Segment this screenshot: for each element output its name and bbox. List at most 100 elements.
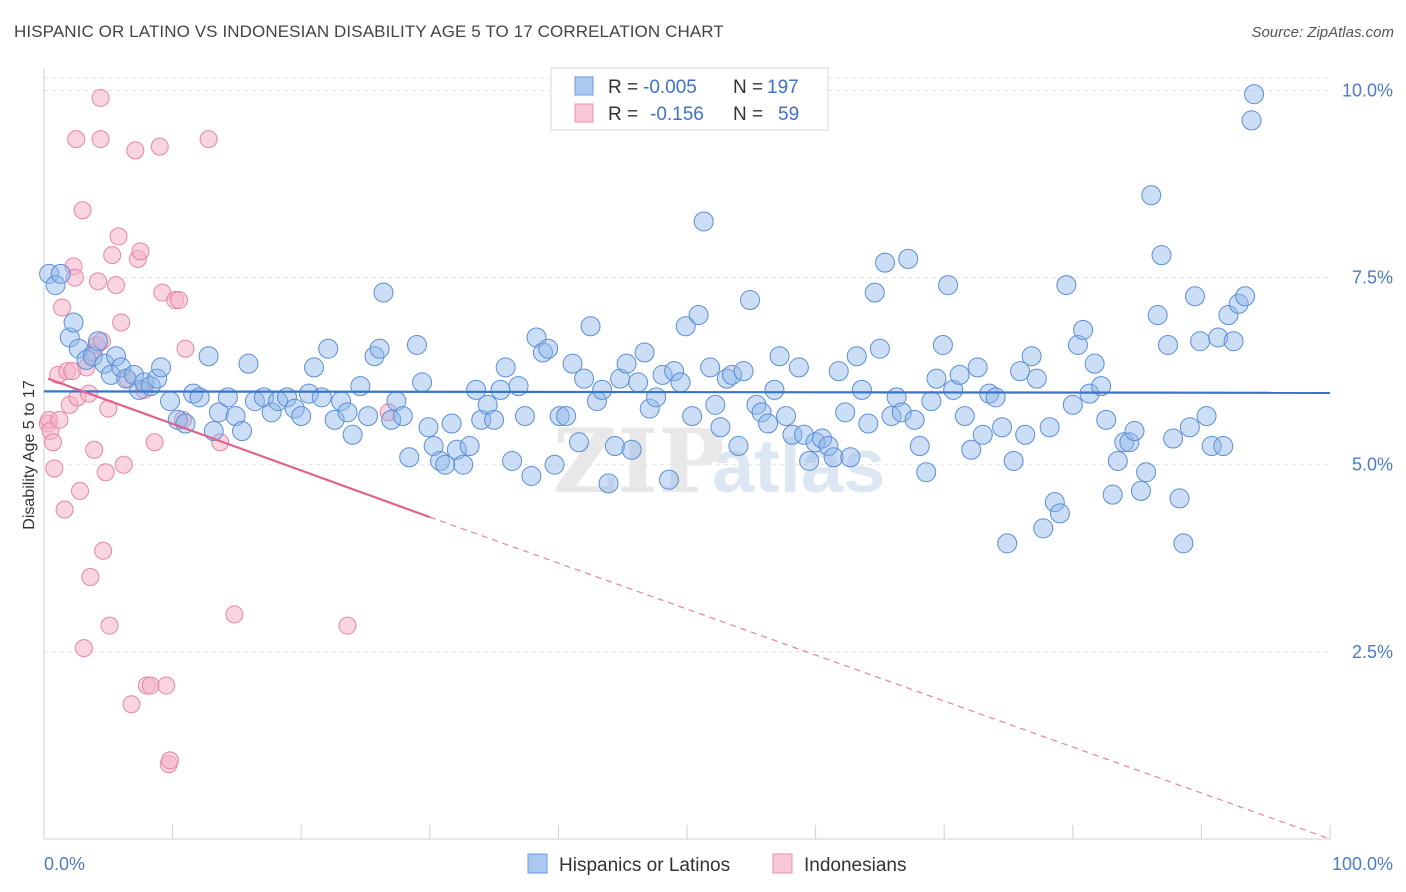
series-legend: Hispanics or Latinos Indonesians [527,853,906,876]
y-tick-label: 2.5% [1352,642,1393,662]
data-point-hispanics [758,413,779,434]
data-point-hispanics [835,402,856,423]
data-point-hispanics [740,290,761,311]
data-point-hispanics [490,379,511,400]
data-point-hispanics [710,417,731,438]
data-point-indonesians [103,246,122,265]
data-point-hispanics [484,409,505,430]
data-point-hispanics [574,368,595,389]
data-point-indonesians [94,541,113,560]
data-point-hispanics [1114,432,1135,453]
data-point-hispanics [147,368,168,389]
data-point-hispanics [805,432,826,453]
data-point-hispanics [1151,245,1172,266]
data-point-indonesians [107,276,126,295]
data-point-hispanics [1218,305,1239,326]
data-point-hispanics [556,406,577,427]
data-point-hispanics [406,334,427,355]
data-point-hispanics [568,432,589,453]
data-point-indonesians [85,440,104,459]
data-point-indonesians [338,616,357,635]
data-point-hispanics [50,263,71,284]
data-point-hispanics [175,413,196,434]
data-point-indonesians [161,751,180,770]
x-axis-tick-labels: 0.0% 100.0% [44,854,1393,874]
data-point-hispanics [891,402,912,423]
data-point-hispanics [466,379,487,400]
data-point-hispanics [1073,319,1094,340]
data-point-hispanics [776,406,797,427]
data-point-hispanics [670,372,691,393]
data-point-hispanics [1026,368,1047,389]
data-point-hispanics [1067,334,1088,355]
data-point-indonesians [44,433,63,452]
data-point-hispanics [1039,417,1060,438]
data-point-hispanics [722,364,743,385]
chart-title: HISPANIC OR LATINO VS INDONESIAN DISABIL… [14,22,724,41]
data-point-hispanics [1196,406,1217,427]
data-point-hispanics [232,421,253,442]
data-point-hispanics [549,406,570,427]
bottom-legend-swatch-hispanics [527,853,548,874]
series-indonesians [38,88,398,774]
data-point-hispanics [94,353,115,374]
data-point-hispanics [639,398,660,419]
data-point-hispanics [858,413,879,434]
data-point-indonesians [74,639,93,658]
data-point-hispanics [1235,286,1256,307]
data-point-hispanics [909,436,930,457]
data-point-hispanics [921,391,942,412]
legend-n-value-2: 59 [778,104,799,125]
data-point-indonesians [81,568,100,587]
data-point-indonesians [50,410,69,429]
y-axis-label: Disability Age 5 to 17 [21,380,38,530]
bottom-legend-label-hispanics: Hispanics or Latinos [559,855,730,876]
data-point-hispanics [840,447,861,468]
data-point-hispanics [1169,488,1190,509]
x-axis-ticks [43,825,1331,839]
correlation-legend: R = -0.005 N = 197 R = -0.156 N = 59 [550,67,829,131]
data-point-hispanics [954,406,975,427]
data-point-hispanics [1096,409,1117,430]
y-tick-label: 5.0% [1352,455,1393,475]
data-point-hispanics [441,413,462,434]
data-point-hispanics [318,338,339,359]
trend-line-hispanics [43,390,1331,394]
data-point-hispanics [634,342,655,363]
data-point-indonesians [73,201,92,220]
legend-n-value-1: 197 [767,77,799,98]
data-point-hispanics [1102,484,1123,505]
data-point-hispanics [1208,327,1229,348]
data-point-hispanics [1213,436,1234,457]
bottom-legend-swatch-indonesians [772,853,793,874]
data-point-hispanics [1157,334,1178,355]
data-point-hispanics [979,383,1000,404]
data-point-hispanics [926,368,947,389]
data-point-hispanics [592,379,613,400]
watermark-atlas: atlas [712,424,885,509]
data-point-indonesians [114,455,133,474]
data-point-hispanics [373,282,394,303]
data-point-indonesians [91,88,110,107]
data-point-indonesians [71,481,90,500]
data-point-hispanics [782,424,803,445]
data-point-hispanics [700,357,721,378]
data-point-hispanics [1173,533,1194,554]
data-point-hispanics [646,387,667,408]
data-point-hispanics [1091,376,1112,397]
data-point-hispanics [261,402,282,423]
legend-swatch-indonesians [574,103,594,123]
data-point-hispanics [63,312,84,333]
data-point-indonesians [126,141,145,160]
data-point-hispanics [1130,480,1151,501]
data-point-hispanics [869,338,890,359]
legend-box [550,67,829,131]
data-point-hispanics [446,439,467,460]
data-point-hispanics [100,364,121,385]
data-point-hispanics [1010,361,1031,382]
data-point-hispanics [616,353,637,374]
data-point-hispanics [846,346,867,367]
data-point-hispanics [1244,84,1265,105]
data-point-hispanics [1141,185,1162,206]
